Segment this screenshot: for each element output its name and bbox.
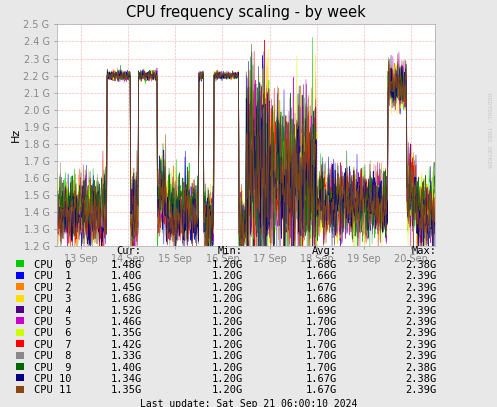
Text: 1.20G: 1.20G <box>211 385 243 395</box>
Text: 2.39G: 2.39G <box>405 385 436 395</box>
Text: 1.52G: 1.52G <box>110 306 142 315</box>
Text: 1.20G: 1.20G <box>211 260 243 270</box>
Text: 2.39G: 2.39G <box>405 340 436 350</box>
Text: Cur:: Cur: <box>117 246 142 256</box>
Text: 1.20G: 1.20G <box>211 283 243 293</box>
Text: 1.20G: 1.20G <box>211 271 243 281</box>
Text: 1.70G: 1.70G <box>306 328 337 338</box>
Text: 1.34G: 1.34G <box>110 374 142 384</box>
Text: 1.20G: 1.20G <box>211 328 243 338</box>
Text: CPU  7: CPU 7 <box>34 340 71 350</box>
Text: CPU  1: CPU 1 <box>34 271 71 281</box>
Text: 1.20G: 1.20G <box>211 363 243 372</box>
Text: 2.39G: 2.39G <box>405 294 436 304</box>
Text: 1.70G: 1.70G <box>306 351 337 361</box>
Text: 1.20G: 1.20G <box>211 351 243 361</box>
Text: 1.67G: 1.67G <box>306 283 337 293</box>
Text: 1.70G: 1.70G <box>306 340 337 350</box>
Text: CPU  0: CPU 0 <box>34 260 71 270</box>
Text: 1.67G: 1.67G <box>306 385 337 395</box>
Text: 1.20G: 1.20G <box>211 374 243 384</box>
Text: 1.68G: 1.68G <box>110 294 142 304</box>
Text: 1.68G: 1.68G <box>306 294 337 304</box>
Text: CPU  2: CPU 2 <box>34 283 71 293</box>
Text: 1.70G: 1.70G <box>306 363 337 372</box>
Text: 1.70G: 1.70G <box>306 317 337 327</box>
Text: 1.46G: 1.46G <box>110 317 142 327</box>
Text: 2.38G: 2.38G <box>405 363 436 372</box>
Text: 1.66G: 1.66G <box>306 271 337 281</box>
Text: 1.33G: 1.33G <box>110 351 142 361</box>
Text: 1.42G: 1.42G <box>110 340 142 350</box>
Text: 1.20G: 1.20G <box>211 317 243 327</box>
Text: 1.20G: 1.20G <box>211 340 243 350</box>
Text: Last update: Sat Sep 21 06:00:10 2024: Last update: Sat Sep 21 06:00:10 2024 <box>140 399 357 407</box>
Text: 2.39G: 2.39G <box>405 306 436 315</box>
Text: Min:: Min: <box>218 246 243 256</box>
Text: 2.39G: 2.39G <box>405 271 436 281</box>
Text: 1.68G: 1.68G <box>306 260 337 270</box>
Text: CPU 10: CPU 10 <box>34 374 71 384</box>
Text: 1.35G: 1.35G <box>110 385 142 395</box>
Text: CPU  4: CPU 4 <box>34 306 71 315</box>
Text: 1.40G: 1.40G <box>110 363 142 372</box>
Text: CPU  8: CPU 8 <box>34 351 71 361</box>
Text: 1.67G: 1.67G <box>306 374 337 384</box>
Text: 2.39G: 2.39G <box>405 317 436 327</box>
Text: 1.20G: 1.20G <box>211 294 243 304</box>
Text: CPU 11: CPU 11 <box>34 385 71 395</box>
Text: 2.38G: 2.38G <box>405 374 436 384</box>
Text: CPU  5: CPU 5 <box>34 317 71 327</box>
Text: 1.69G: 1.69G <box>306 306 337 315</box>
Text: Avg:: Avg: <box>312 246 337 256</box>
Text: Max:: Max: <box>412 246 436 256</box>
Text: 1.48G: 1.48G <box>110 260 142 270</box>
Text: CPU  9: CPU 9 <box>34 363 71 372</box>
Text: 2.38G: 2.38G <box>405 260 436 270</box>
Text: 2.39G: 2.39G <box>405 283 436 293</box>
Text: RRDTOOL/ TOBI OETKER: RRDTOOL/ TOBI OETKER <box>486 93 491 168</box>
Y-axis label: Hz: Hz <box>10 128 20 142</box>
Title: CPU frequency scaling - by week: CPU frequency scaling - by week <box>126 5 366 20</box>
Text: 1.20G: 1.20G <box>211 306 243 315</box>
Text: CPU  6: CPU 6 <box>34 328 71 338</box>
Text: 1.35G: 1.35G <box>110 328 142 338</box>
Text: 1.40G: 1.40G <box>110 271 142 281</box>
Text: 2.39G: 2.39G <box>405 351 436 361</box>
Text: CPU  3: CPU 3 <box>34 294 71 304</box>
Text: 1.45G: 1.45G <box>110 283 142 293</box>
Text: 2.39G: 2.39G <box>405 328 436 338</box>
